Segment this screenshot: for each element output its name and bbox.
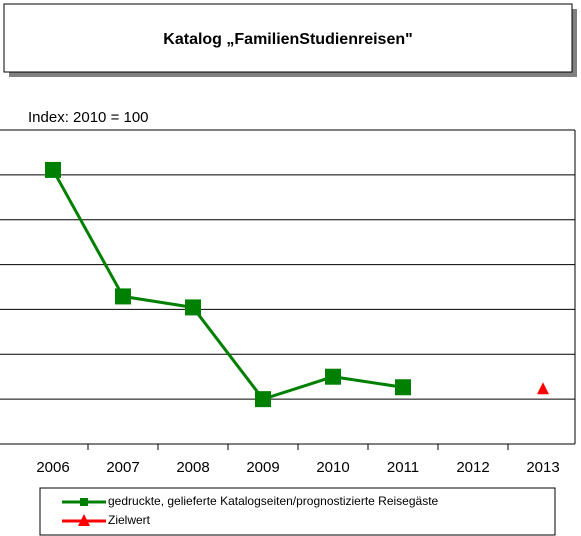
title-box xyxy=(3,3,573,73)
x-tick-label: 2009 xyxy=(246,459,279,476)
subtitle: Index: 2010 = 100 xyxy=(28,109,149,126)
marker xyxy=(115,288,131,305)
x-tick-label: 2011 xyxy=(387,459,419,476)
legend-label: gedruckte, gelieferte Katalogseiten/prog… xyxy=(108,494,439,508)
marker xyxy=(255,391,271,408)
series-line xyxy=(51,169,404,401)
marker xyxy=(395,379,411,396)
x-tick-label: 2012 xyxy=(456,459,489,476)
x-tick-label: 2006 xyxy=(36,459,69,476)
legend-box xyxy=(39,487,556,536)
x-tick-label: 2008 xyxy=(176,459,209,476)
x-tick-label: 2010 xyxy=(316,459,349,476)
x-tick-label: 2007 xyxy=(106,459,139,476)
marker xyxy=(80,498,88,506)
marker xyxy=(185,299,201,316)
marker xyxy=(78,514,90,526)
chart-title: Katalog „FamilienStudienreisen" xyxy=(163,31,412,48)
legend-label: Zielwert xyxy=(108,513,151,527)
x-tick-label: 2013 xyxy=(526,459,559,476)
marker xyxy=(537,382,549,395)
marker xyxy=(45,161,61,178)
marker xyxy=(325,368,341,385)
